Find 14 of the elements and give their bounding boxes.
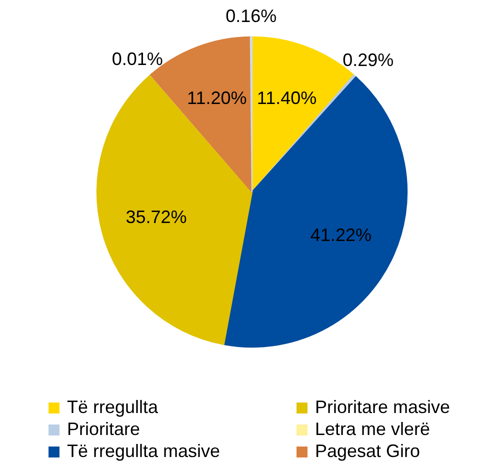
data-label: 0.01% — [112, 48, 163, 69]
legend-label: Të rregullta masive — [67, 441, 220, 461]
data-label: 11.40% — [256, 88, 317, 108]
legend-label: Prioritare masive — [315, 397, 450, 417]
legend-label: Pagesat Giro — [315, 441, 420, 461]
data-label: 41.22% — [310, 224, 372, 245]
data-label: 11.20% — [187, 88, 247, 108]
pie-slice — [96, 74, 253, 346]
legend-label: Letra me vlerë — [315, 419, 430, 439]
legend-label: Të rregullta — [67, 397, 160, 417]
legend-label: Prioritare — [67, 419, 140, 439]
data-label: 35.72% — [126, 207, 187, 228]
data-label: 0.16% — [226, 6, 277, 26]
data-label: 0.29% — [342, 50, 394, 70]
